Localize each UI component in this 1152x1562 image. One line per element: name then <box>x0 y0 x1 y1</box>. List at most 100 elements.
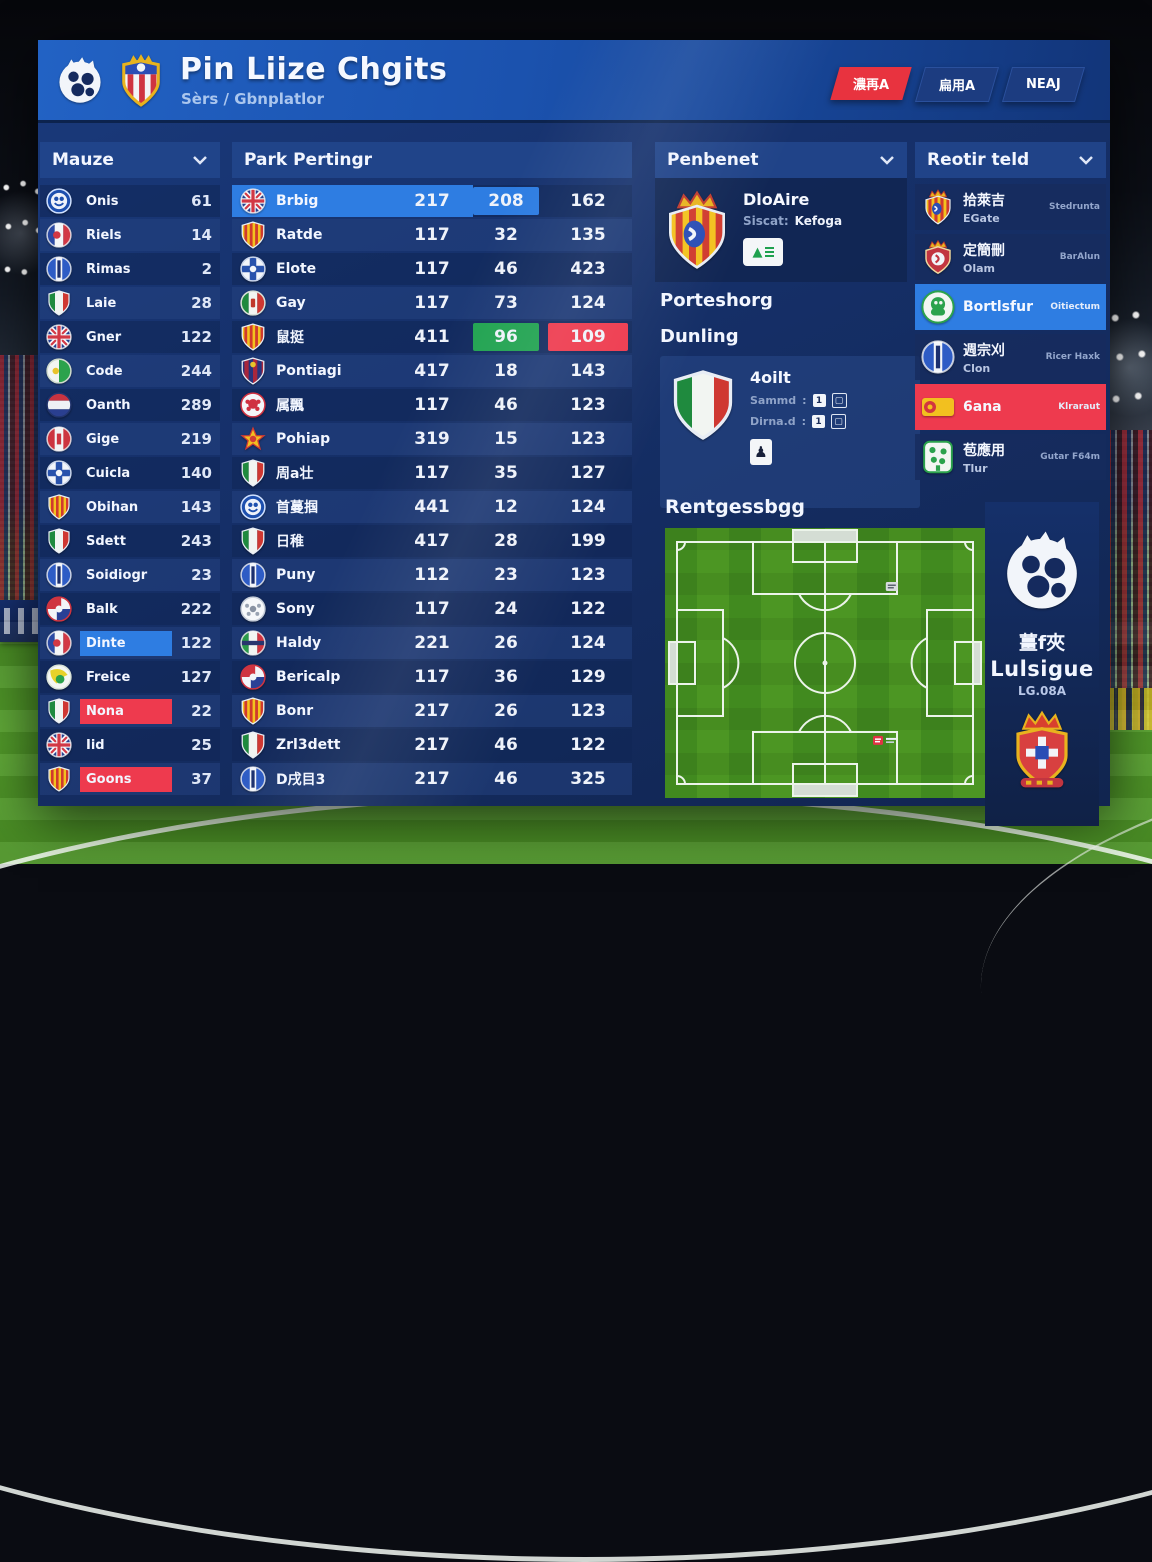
league-item-label: Laie <box>86 295 117 311</box>
stats-table-row[interactable]: 日稚 417 28 199 <box>232 525 632 557</box>
floodlights-right <box>1106 300 1152 450</box>
league-list-item[interactable]: Laie 28 <box>40 287 220 319</box>
stats-row-main: Puny 112 <box>232 559 473 591</box>
shield-italy-icon <box>240 459 266 487</box>
league-item-label: Freice <box>86 669 131 685</box>
stats-row-label: 鼠挺 <box>276 330 304 346</box>
league-list-item[interactable]: Oanth 289 <box>40 389 220 421</box>
league-list-item[interactable]: Rimas 2 <box>40 253 220 285</box>
league-list-item[interactable]: Balk 222 <box>40 593 220 625</box>
stats-table-row[interactable]: D戌目3 217 46 325 <box>232 763 632 795</box>
league-list-item[interactable]: Onis 61 <box>40 185 220 217</box>
red-crown-crest-icon <box>1009 710 1075 790</box>
stats-row-main: D戌目3 217 <box>232 763 473 795</box>
league-list-item[interactable]: Nona 22 <box>40 695 220 727</box>
league-list-item[interactable]: Sdett 243 <box>40 525 220 557</box>
roster-list-item[interactable]: 定簡刪 Olam BarAlun <box>915 234 1106 280</box>
league-item-value: 219 <box>180 430 212 448</box>
stats-bars-icon <box>764 247 774 257</box>
stats-table-row[interactable]: Pohiap 319 15 123 <box>232 423 632 455</box>
roster-list-item[interactable]: 6ana Klraraut <box>915 384 1106 430</box>
circle-rwb-patch-icon <box>46 596 72 622</box>
stats-table-row[interactable]: Bericalp 117 36 129 <box>232 661 632 693</box>
roster-list-item[interactable]: 週宗刈 Clon Ricer Haxk <box>915 334 1106 380</box>
stats-value-3: 109 <box>548 323 628 351</box>
flag-blue-stripe-icon <box>240 765 266 793</box>
star-badge-icon <box>240 425 266 453</box>
stats-value-2: 12 <box>494 497 518 517</box>
stats-row-main: 首蔓掴 441 <box>232 491 473 523</box>
flag-blue-stripe-icon <box>240 561 266 589</box>
stats-table-row[interactable]: Gay 117 73 124 <box>232 287 632 319</box>
league-item-label: Cuicla <box>86 465 131 481</box>
league-item-value: 25 <box>191 736 212 754</box>
league-list-item[interactable]: Code 244 <box>40 355 220 387</box>
page-subtitle: Sèrs / Gbnplatlor <box>181 90 324 108</box>
chevron-down-icon[interactable] <box>192 155 208 165</box>
league-item-label: Soidiogr <box>86 567 148 583</box>
roster-panel-header[interactable]: Reotir teld <box>915 142 1106 178</box>
subsection-title: Dunling <box>660 326 739 347</box>
stats-row-label: Bonr <box>276 703 314 719</box>
stats-table-row[interactable]: Bonr 217 26 123 <box>232 695 632 727</box>
roster-list-item[interactable]: 苞應用 Tlur Gutar F64m <box>915 434 1106 480</box>
league-list-item[interactable]: Gige 219 <box>40 423 220 455</box>
stats-table-row[interactable]: Ratde 117 32 135 <box>232 219 632 251</box>
stats-table-row[interactable]: Zrl3dett 217 46 122 <box>232 729 632 761</box>
flag-fr-icon <box>46 630 72 656</box>
roster-list-item[interactable]: 拾萊吉 EGate Stedrunta <box>915 184 1106 230</box>
stats-row-label: Sony <box>276 601 315 617</box>
stats-table-row[interactable]: 首蔓掴 441 12 124 <box>232 491 632 523</box>
league-list-item[interactable]: Goons 37 <box>40 763 220 795</box>
roster-list: 拾萊吉 EGate Stedrunta 定簡刪 Olam BarAlun Bor… <box>915 184 1106 480</box>
stats-table-row[interactable]: Brbig 217 208 162 <box>232 185 632 217</box>
league-list-item[interactable]: Obihan 143 <box>40 491 220 523</box>
stats-value-2: 46 <box>494 769 518 789</box>
flag-uk-icon <box>46 324 72 350</box>
stats-table-row[interactable]: Sony 117 24 122 <box>232 593 632 625</box>
roster-list-item[interactable]: Bortlsfur Oitiectum <box>915 284 1106 330</box>
league-list-item[interactable]: Soidiogr 23 <box>40 559 220 591</box>
league-item-value: 28 <box>191 294 212 312</box>
section-header: Porteshorg <box>660 290 773 311</box>
league-panel-header[interactable]: Mauze <box>40 142 220 178</box>
league-list-item[interactable]: Dinte 122 <box>40 627 220 659</box>
club-panel-header[interactable]: Penbenet <box>655 142 907 178</box>
league-list-item[interactable]: Freice 127 <box>40 661 220 693</box>
badge-yellow-icon <box>921 389 955 425</box>
shield-catalonia-icon <box>240 323 266 351</box>
league-list-item[interactable]: Cuicla 140 <box>40 457 220 489</box>
stats-table-row[interactable]: Haldy 221 26 124 <box>232 627 632 659</box>
stats-value-1: 217 <box>414 191 450 211</box>
header-button-1[interactable]: 濃再A <box>830 67 912 100</box>
stats-table-row[interactable]: 鼠挺 411 96 109 <box>232 321 632 353</box>
shield-italy-icon <box>46 290 72 316</box>
stats-value-2: 18 <box>494 361 518 381</box>
crest-green-white-icon <box>921 439 955 475</box>
league-item-label: Obihan <box>86 499 139 515</box>
stats-table-row[interactable]: 周a壮 117 35 127 <box>232 457 632 489</box>
stats-value-3: 123 <box>570 701 606 721</box>
roster-item-title: 苞應用 <box>963 442 1005 459</box>
stats-table-row[interactable]: 属飄 117 46 123 <box>232 389 632 421</box>
circle-green-yellow-icon <box>46 664 72 690</box>
header-button-3[interactable]: NEAJ <box>1002 67 1086 102</box>
pitch-marker-gray[interactable] <box>885 582 898 591</box>
flag-uk-icon <box>46 732 72 758</box>
league-panel-title: Mauze <box>52 150 114 170</box>
league-list-item[interactable]: Riels 14 <box>40 219 220 251</box>
roster-panel-title: Reotir teld <box>927 150 1030 170</box>
stats-value-1: 117 <box>414 667 450 687</box>
league-list-item[interactable]: Iid 25 <box>40 729 220 761</box>
chevron-down-icon[interactable] <box>1078 155 1094 165</box>
header-button-2[interactable]: 扁用A <box>915 67 1000 102</box>
chevron-down-icon[interactable] <box>879 155 895 165</box>
stats-value-2: 96 <box>473 323 539 351</box>
stats-table-row[interactable]: Pontiagi 417 18 143 <box>232 355 632 387</box>
stats-table-row[interactable]: Elote 117 46 423 <box>232 253 632 285</box>
stats-table-row[interactable]: Puny 112 23 123 <box>232 559 632 591</box>
stats-value-3: 162 <box>570 191 606 211</box>
league-list-item[interactable]: Gner 122 <box>40 321 220 353</box>
pitch-marker-red[interactable] <box>873 735 896 745</box>
circle-stripes-rwb-icon <box>46 392 72 418</box>
